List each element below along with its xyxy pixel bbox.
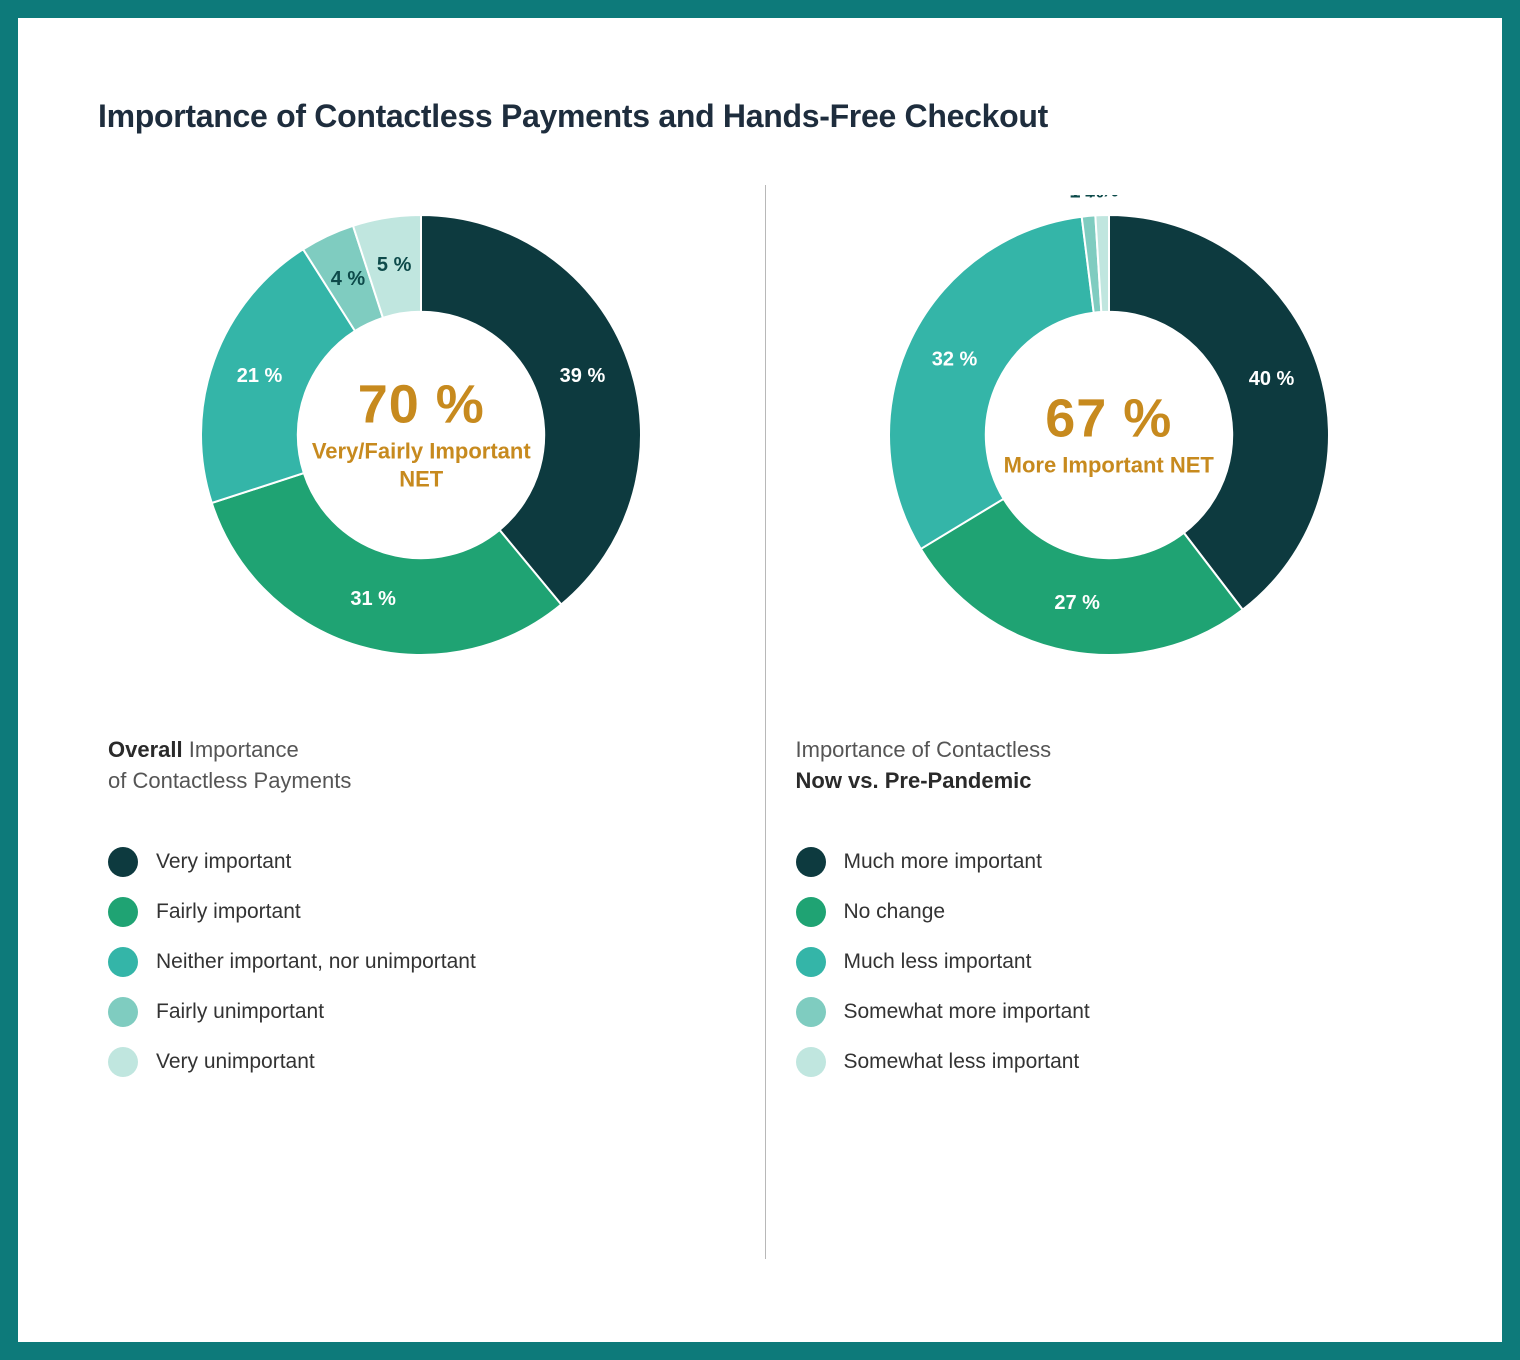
legend-item: Much less important [796,947,1090,977]
legend-right: Much more important No change Much less im… [796,847,1090,1077]
chart-frame: Importance of Contactless Payments and H… [0,0,1520,1360]
legend-label: Somewhat more important [844,1000,1090,1024]
chart-column-left: 39 % 31 % 21 % 4 % 5 % 70 % Very/Fairly Impo… [98,185,766,1259]
slice-percent-label: 40 % [1248,368,1294,390]
chart-title: Importance of Contactless Payments and H… [98,98,1432,135]
legend-left: Very important Fairly important Neither im… [108,847,476,1077]
legend-swatch [108,1047,138,1077]
donut-wrap-right: 40 %27 %32 %1 %1 % 67 % More Important N… [796,195,1423,675]
chart-panel: Importance of Contactless Payments and H… [48,48,1472,1312]
donut-chart-right: 40 %27 %32 %1 %1 % 67 % More Important N… [869,195,1349,675]
donut-slice [921,499,1243,655]
legend-item: Much more important [796,847,1090,877]
legend-swatch [108,947,138,977]
slice-percent-label: 27 % [1054,592,1100,614]
charts-row: 39 % 31 % 21 % 4 % 5 % 70 % Very/Fairly Impo… [98,185,1432,1259]
center-text-left: Very/Fairly Important NET [311,438,531,493]
legend-item: Neither important, nor unimportant [108,947,476,977]
legend-item: No change [796,897,1090,927]
subtitle-right: Importance of Contactless Now vs. Pre-Pa… [796,735,1052,797]
subtitle-left-bold: Overall [108,737,183,762]
legend-swatch [108,897,138,927]
legend-label: Much more important [844,850,1042,874]
center-percent-left: 70 % [311,378,531,432]
slice-percent-label: 32 % [932,348,978,370]
legend-item: Very important [108,847,476,877]
legend-swatch [796,997,826,1027]
slice-percent-label: 5 % [377,254,412,276]
legend-swatch [796,947,826,977]
subtitle-right-bold: Now vs. Pre-Pandemic [796,768,1032,793]
legend-item: Very unimportant [108,1047,476,1077]
legend-swatch [108,997,138,1027]
legend-label: Very unimportant [156,1050,315,1074]
legend-label: No change [844,900,946,924]
slice-percent-label: 21 % [237,365,283,387]
legend-label: Neither important, nor unimportant [156,950,476,974]
legend-label: Fairly important [156,900,301,924]
donut-wrap-left: 39 % 31 % 21 % 4 % 5 % 70 % Very/Fairly Impo… [108,195,735,675]
chart-column-right: 40 %27 %32 %1 %1 % 67 % More Important N… [766,185,1433,1259]
legend-label: Much less important [844,950,1032,974]
slice-percent-label: 39 % [560,365,606,387]
legend-label: Fairly unimportant [156,1000,324,1024]
donut-slice [889,217,1094,549]
legend-swatch [796,897,826,927]
center-percent-right: 67 % [999,391,1219,445]
subtitle-right-plain: Importance of Contactless [796,737,1052,762]
subtitle-left-rest1: Importance [183,737,299,762]
legend-item: Somewhat less important [796,1047,1090,1077]
center-text-right: More Important NET [999,451,1219,479]
donut-chart-left: 39 % 31 % 21 % 4 % 5 % 70 % Very/Fairly Impo… [181,195,661,675]
subtitle-left-rest2: of Contactless Payments [108,768,351,793]
legend-swatch [796,1047,826,1077]
legend-swatch [796,847,826,877]
legend-item: Fairly unimportant [108,997,476,1027]
legend-label: Somewhat less important [844,1050,1080,1074]
legend-item: Fairly important [108,897,476,927]
slice-percent-label: 31 % [351,588,397,610]
legend-label: Very important [156,850,291,874]
center-label-left: 70 % Very/Fairly Important NET [311,378,531,493]
subtitle-left: Overall Importance of Contactless Paymen… [108,735,351,797]
center-label-right: 67 % More Important NET [999,391,1219,479]
slice-percent-label: 4 % [331,268,366,290]
donut-slice [212,473,561,655]
legend-swatch [108,847,138,877]
legend-item: Somewhat more important [796,997,1090,1027]
slice-percent-label: 1 % [1084,195,1119,201]
